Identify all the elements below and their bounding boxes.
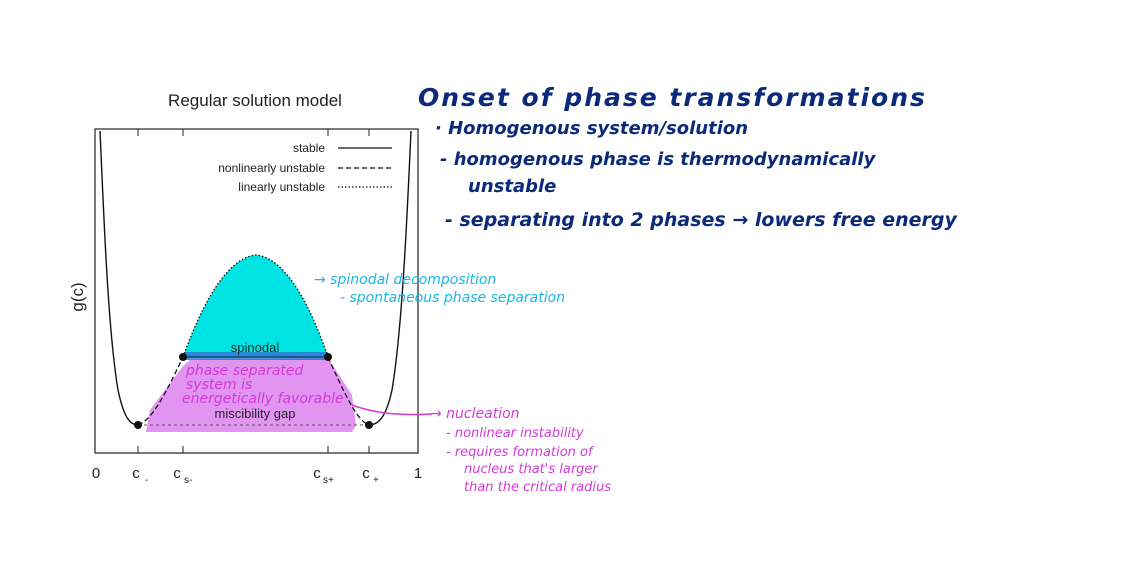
spinodal-label: spinodal [231,340,280,355]
linear-unstable-curve [182,254,329,358]
phase-separated-note-2: system is [186,377,252,393]
miscibility-gap-label: miscibility gap [215,406,296,421]
point-cs-minus [179,353,187,361]
legend-linear-label: linearly unstable [238,180,325,194]
plot-title: Regular solution model [168,91,342,110]
x-tick-labels: 0 c - c s- c s+ c + 1 [92,465,422,486]
phase-separated-note-1: phase separated [185,363,304,379]
spinodal-note-1: → spinodal decomposition [314,272,496,288]
x-tick-marks [137,129,370,453]
notes-bullet-2-cont: unstable [468,176,556,197]
spinodal-notes: → spinodal decomposition - spontaneous p… [314,272,565,306]
nucleation-arrow-line [351,404,433,416]
notes-bullet-2: - homogenous phase is thermodynamically [440,149,877,170]
tick-label-cs-minus: c [173,465,181,482]
legend-nonlinear-label: nonlinearly unstable [218,161,325,175]
notes-main: Onset of phase transformations · Homogen… [418,83,958,231]
nucleation-note-5: than the critical radius [464,480,611,495]
notes-bullet-1: · Homogenous system/solution [435,118,748,139]
tick-label-one: 1 [414,465,422,482]
tick-label-cs-plus-sub: s+ [323,475,334,486]
tick-label-c-plus-sub: + [373,475,379,486]
notes-bullet-3: - separating into 2 phases → lowers free… [445,209,958,231]
tick-label-zero: 0 [92,465,100,482]
phase-separated-notes: phase separated system is energetically … [182,363,344,407]
tick-label-c-minus: c [132,465,140,482]
tick-label-cs-minus-sub: s- [184,475,192,486]
nucleation-note-3: - requires formation of [446,445,595,460]
point-c-minus [134,421,142,429]
nonlinear-unstable-curve-right [327,356,370,426]
nucleation-notes: → nucleation - nonlinear instability - r… [430,406,611,495]
tick-label-c-plus: c [362,465,370,482]
tick-label-c-minus-sub: - [145,475,148,486]
plot-frame [94,128,419,454]
nucleation-note-4: nucleus that's larger [464,462,599,477]
spinodal-region [183,255,328,357]
nucleation-note-1: → nucleation [430,406,520,422]
point-c-plus [365,421,373,429]
point-cs-plus [324,353,332,361]
legend-stable-label: stable [293,141,325,155]
nonlinear-unstable-curve-left [137,356,184,426]
notes-heading: Onset of phase transformations [418,83,927,112]
tick-label-cs-plus: c [313,465,321,482]
miscibility-gap-region [146,358,356,432]
stable-curve-left [99,130,139,426]
phase-separated-note-3: energetically favorable [182,391,344,407]
spinodal-note-2: - spontaneous phase separation [340,290,565,306]
stable-curve-right [368,130,412,426]
y-axis-label: g(c) [68,282,87,311]
nucleation-note-2: - nonlinear instability [446,426,584,441]
spinodal-band [184,352,328,360]
legend: stable nonlinearly unstable linearly uns… [218,141,392,194]
